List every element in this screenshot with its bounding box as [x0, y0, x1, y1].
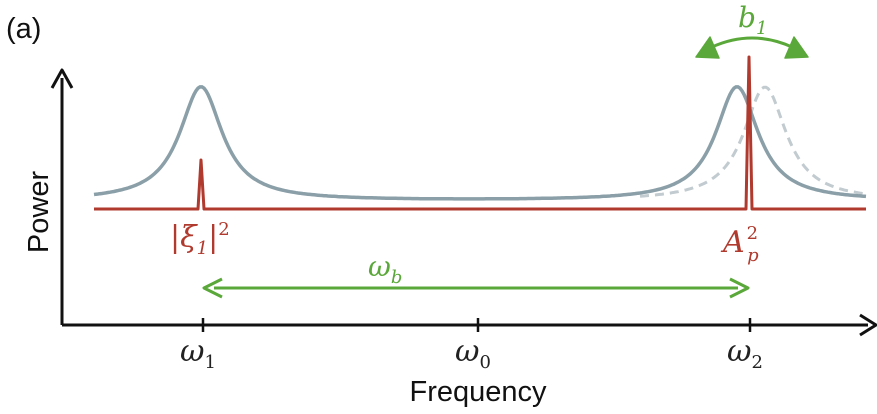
resonance-curve [93, 85, 867, 201]
x-axis-title: Frequency [409, 376, 547, 408]
tick-label-omega-1: ω1 [180, 334, 216, 373]
shifted-resonance-curve [639, 85, 867, 198]
tick-label-omega-2: ω2 [727, 334, 763, 373]
separation-arrow [202, 277, 750, 299]
axes [50, 68, 877, 337]
shift-arrowhead-left [695, 36, 720, 59]
shift-arrowhead-right [784, 36, 809, 59]
tick-label-omega-0: ω0 [455, 334, 491, 373]
shift-label: b1 [738, 1, 767, 39]
separation-label: ωb [368, 250, 402, 288]
y-axis-arrowhead [50, 68, 74, 89]
panel-label: (a) [6, 13, 41, 45]
xi-label: |ξ1|2 [170, 219, 230, 259]
shift-arrow [695, 36, 809, 59]
signal-spectrum-line [94, 55, 866, 211]
shift-arrow-arc [711, 36, 793, 49]
y-axis-title: Power [23, 171, 55, 254]
separation-arrowhead-right [729, 277, 750, 299]
x-axis-arrowhead [859, 313, 877, 337]
separation-arrowhead-left [202, 277, 223, 299]
